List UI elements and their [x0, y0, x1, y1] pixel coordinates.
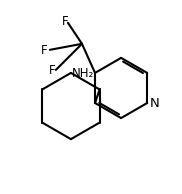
Text: NH₂: NH₂: [71, 68, 94, 81]
Text: F: F: [49, 64, 55, 77]
Text: F: F: [41, 43, 48, 56]
Text: F: F: [62, 15, 68, 28]
Text: N: N: [150, 97, 160, 110]
